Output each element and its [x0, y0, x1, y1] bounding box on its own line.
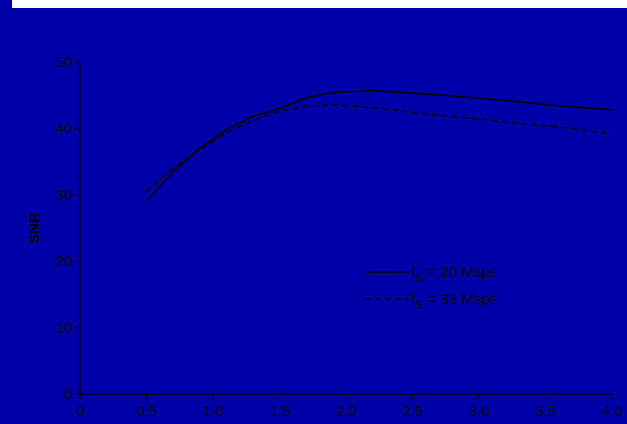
x-tick-label: 0.5	[136, 403, 157, 420]
x-tick-label: 1.5	[269, 403, 290, 420]
x-tick-label: 4.0	[602, 403, 623, 420]
x-tick-label: 0	[76, 403, 84, 420]
x-tick-label: 3.0	[469, 403, 490, 420]
legend-label-subscript: S	[415, 298, 423, 312]
x-tick-label: 1.0	[203, 403, 224, 420]
y-tick-label: 50	[55, 54, 72, 71]
series-line-2	[145, 103, 613, 193]
x-tick-label: 2.0	[336, 403, 357, 420]
y-tick-label: 20	[55, 253, 72, 270]
y-tick-label: 30	[55, 187, 72, 204]
y-axis-label: SNR	[26, 212, 43, 244]
legend-label-f: f	[411, 264, 416, 281]
y-axis-ticks: 0 10 20 30 40 50	[55, 54, 80, 403]
series-line-1	[145, 89, 613, 202]
y-tick-label: 0	[64, 386, 72, 403]
legend-label-1: fS = 20 Msps	[411, 264, 497, 285]
x-tick-label: 3.5	[535, 403, 556, 420]
legend-label-2: fS = 33 Msps	[411, 291, 497, 312]
y-tick-label: 40	[55, 120, 72, 137]
legend-label-text: = 33 Msps	[423, 291, 497, 308]
legend-label-text: = 20 Msps	[423, 264, 497, 281]
top-white-band	[12, 0, 627, 8]
y-tick-label: 10	[55, 320, 72, 337]
x-axis-ticks: 0 0.5 1.0 1.5 2.0 2.5 3.0 3.5 4.0	[76, 394, 623, 420]
series-layer	[145, 89, 613, 202]
legend-label-f: f	[411, 291, 416, 308]
x-tick-label: 2.5	[402, 403, 423, 420]
legend-label-subscript: S	[415, 271, 423, 285]
